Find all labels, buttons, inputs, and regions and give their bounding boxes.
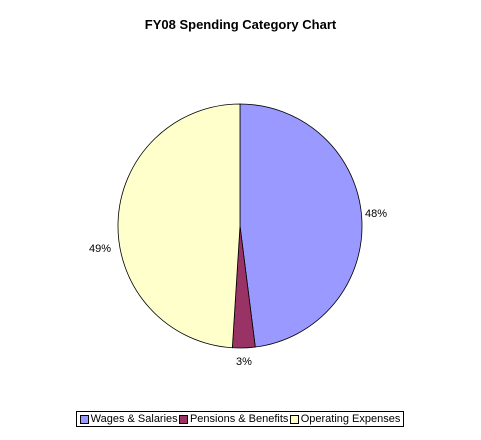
legend-item-pensions: Pensions & Benefits: [178, 413, 289, 425]
legend-label-wages: Wages & Salaries: [90, 413, 178, 425]
chart-title: FY08 Spending Category Chart: [144, 17, 337, 32]
legend: Wages & Salaries Pensions & Benefits Ope…: [76, 411, 404, 427]
legend-item-operating: Operating Expenses: [289, 413, 401, 425]
legend-label-pensions: Pensions & Benefits: [189, 413, 289, 425]
pie-slice-wages: [239, 103, 363, 348]
legend-label-operating: Operating Expenses: [300, 413, 401, 425]
slice-label-operating: 49%: [89, 243, 111, 255]
legend-swatch-pensions: [178, 414, 188, 424]
pie-slice-operating: [117, 103, 241, 349]
slice-label-pensions: 3%: [236, 356, 252, 368]
legend-item-wages: Wages & Salaries: [79, 413, 178, 425]
slice-label-wages: 48%: [365, 208, 387, 220]
legend-swatch-operating: [289, 414, 299, 424]
legend-swatch-wages: [79, 414, 89, 424]
